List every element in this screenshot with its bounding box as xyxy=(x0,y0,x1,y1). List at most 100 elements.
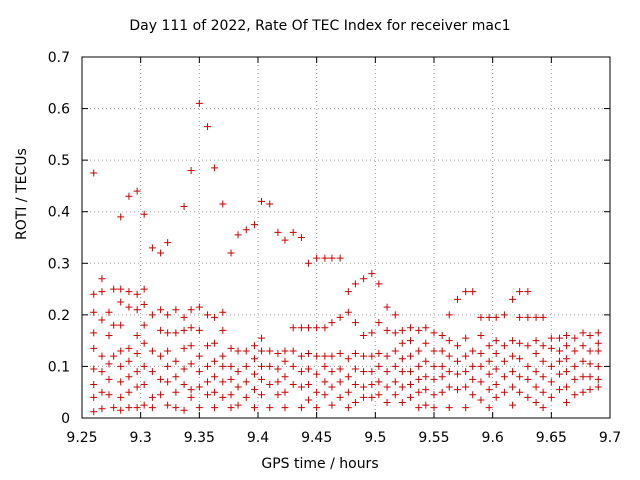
data-point xyxy=(125,303,133,311)
data-point xyxy=(211,339,219,347)
data-point xyxy=(485,404,493,412)
data-point xyxy=(328,401,336,409)
data-point xyxy=(469,288,477,296)
data-point xyxy=(344,308,352,316)
data-point xyxy=(516,339,524,347)
data-point xyxy=(422,357,430,365)
data-point xyxy=(360,331,368,339)
data-point xyxy=(547,362,555,370)
data-point xyxy=(375,350,383,358)
data-point xyxy=(90,169,98,177)
data-point xyxy=(148,404,156,412)
data-point xyxy=(242,347,250,355)
data-point xyxy=(453,342,461,350)
data-point xyxy=(164,329,172,337)
data-point xyxy=(148,244,156,252)
data-point xyxy=(258,375,266,383)
data-point xyxy=(180,313,188,321)
data-point xyxy=(375,391,383,399)
data-point xyxy=(532,350,540,358)
data-point xyxy=(242,393,250,401)
data-point xyxy=(509,295,517,303)
data-point xyxy=(492,380,500,388)
data-point xyxy=(321,324,329,332)
data-point xyxy=(524,313,532,321)
data-point xyxy=(250,386,258,394)
data-point xyxy=(289,362,297,370)
data-point xyxy=(563,383,571,391)
data-point xyxy=(105,391,113,399)
data-point xyxy=(571,375,579,383)
data-point xyxy=(133,404,141,412)
data-point xyxy=(375,319,383,327)
data-point xyxy=(164,362,172,370)
data-point xyxy=(469,347,477,355)
data-point xyxy=(594,362,602,370)
y-tick-label: 0.7 xyxy=(48,50,70,66)
data-point xyxy=(148,393,156,401)
data-point xyxy=(258,347,266,355)
data-point xyxy=(438,347,446,355)
data-point xyxy=(524,393,532,401)
grid-lines xyxy=(82,57,610,418)
data-point xyxy=(509,352,517,360)
x-tick-label: 9.5 xyxy=(364,430,386,446)
data-point xyxy=(289,228,297,236)
data-point xyxy=(579,342,587,350)
data-point xyxy=(266,347,274,355)
data-point xyxy=(422,339,430,347)
data-point xyxy=(594,383,602,391)
data-point xyxy=(140,321,148,329)
data-point xyxy=(556,357,564,365)
data-point xyxy=(336,393,344,401)
data-point xyxy=(563,355,571,363)
data-point xyxy=(140,285,148,293)
data-point xyxy=(539,388,547,396)
x-tick-label: 9.35 xyxy=(184,430,215,446)
data-point xyxy=(321,391,329,399)
data-point xyxy=(407,393,415,401)
data-point xyxy=(125,404,133,412)
data-point xyxy=(398,383,406,391)
data-point xyxy=(157,249,165,257)
data-point xyxy=(469,391,477,399)
data-point xyxy=(477,313,485,321)
data-point xyxy=(219,378,227,386)
data-point xyxy=(274,378,282,386)
data-point xyxy=(360,383,368,391)
data-point xyxy=(157,391,165,399)
data-point xyxy=(164,347,172,355)
data-point xyxy=(164,401,172,409)
data-point xyxy=(258,197,266,205)
data-point xyxy=(344,404,352,412)
data-point xyxy=(445,337,453,345)
data-point xyxy=(289,347,297,355)
data-point xyxy=(563,342,571,350)
data-point xyxy=(304,259,312,267)
data-point xyxy=(422,386,430,394)
data-point xyxy=(110,285,118,293)
data-point xyxy=(586,347,594,355)
data-point xyxy=(204,378,212,386)
data-point xyxy=(313,370,321,378)
data-point xyxy=(242,226,250,234)
data-point xyxy=(351,350,359,358)
y-tick-label: 0.5 xyxy=(48,153,70,169)
data-point xyxy=(227,362,235,370)
data-point xyxy=(117,362,125,370)
data-point xyxy=(485,357,493,365)
data-point xyxy=(415,326,423,334)
data-point xyxy=(539,357,547,365)
data-point xyxy=(344,288,352,296)
data-point xyxy=(90,408,98,416)
data-point xyxy=(211,357,219,365)
data-point xyxy=(125,357,133,365)
data-point xyxy=(187,386,195,394)
data-point xyxy=(430,347,438,355)
data-point xyxy=(492,350,500,358)
data-point xyxy=(148,347,156,355)
data-point xyxy=(297,368,305,376)
data-point xyxy=(547,393,555,401)
data-point xyxy=(391,362,399,370)
data-point xyxy=(516,388,524,396)
